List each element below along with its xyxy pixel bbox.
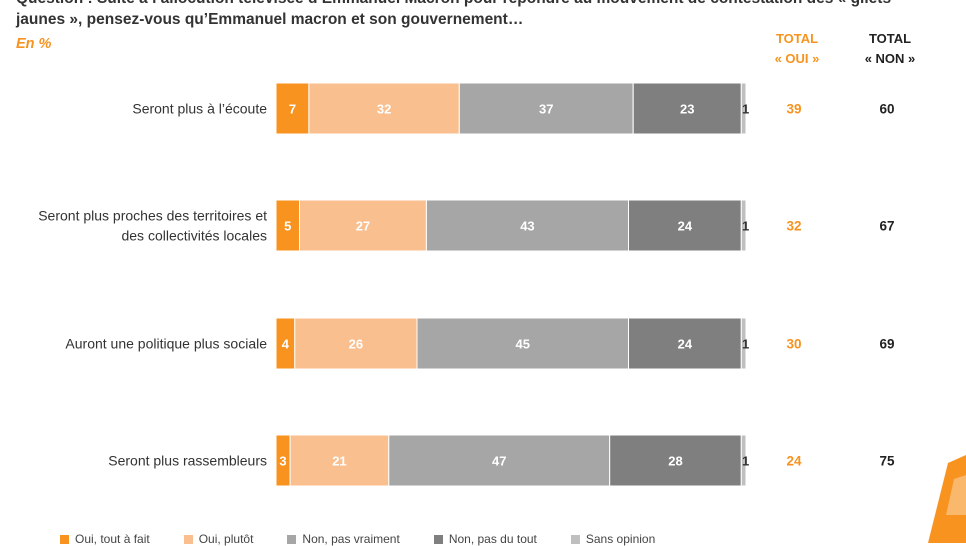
bar-segment [740,434,747,487]
total-non-value: 75 [879,454,895,469]
legend-label: Oui, plutôt [198,532,254,546]
brand-logo-shape [928,455,966,543]
bar-value-label: 26 [349,337,363,352]
total-non-value: 69 [879,337,894,352]
bar-value-label: 21 [332,454,346,469]
bar-segment [289,434,390,487]
legend-label: Sans opinion [585,532,656,546]
legend-label: Non, pas vraiment [302,532,400,546]
question-text: Question : Suite à l’allocution télévisé… [16,0,891,28]
total-non-value: 67 [879,219,894,234]
total-non-value: 60 [879,102,894,117]
total-oui-value: 32 [786,219,801,234]
bar-segment [609,434,742,487]
legend-label: Oui, tout à fait [75,532,150,546]
legend-item: Sans opinion [570,532,656,546]
bar-value-label: 28 [668,454,682,469]
bar-segment [740,199,747,252]
bar-segment [458,82,634,135]
chart-legend: Oui, tout à fait Oui, plutôt Non, pas vrai… [60,532,820,546]
bar-value-label: 24 [678,219,693,234]
bar-segment [416,317,629,370]
category-label: Seront plus à l’écoute [132,101,267,117]
bar-segment [425,199,629,252]
bar-value-label: 1 [742,454,749,469]
bar-value-label: 43 [520,219,534,234]
bar-value-label: 1 [742,337,749,352]
category-label: Auront une politique plus sociale [65,336,267,352]
bar-segment [628,199,742,252]
category-label: Seront plus rassembleurs [108,453,267,469]
legend-item: Non, pas vraiment [287,532,400,546]
legend-item: Non, pas du tout [433,532,537,546]
bar-value-label: 1 [742,102,749,117]
bar-segment [740,317,747,370]
total-non-header-line1: TOTAL [868,31,912,46]
category-label: Seront plus proches des territoires et de… [38,208,267,244]
bar-value-label: 45 [516,337,530,352]
bar-value-label: 4 [282,337,290,352]
total-non-header: TOTAL « NON » [850,29,930,69]
bar-value-label: 47 [492,454,506,469]
bar-segment [628,317,742,370]
total-oui-header-line1: TOTAL [775,31,819,46]
bar-value-label: 37 [539,102,553,117]
legend-item: Oui, plutôt [183,532,254,546]
legend-label: Non, pas du tout [448,532,537,546]
total-oui-value: 30 [786,337,801,352]
total-oui-header: TOTAL « OUI » [757,29,837,69]
bar-value-label: 23 [680,102,694,117]
legend-item: Oui, tout à fait [60,532,150,546]
bar-value-label: 27 [356,219,370,234]
total-oui-value: 39 [786,102,801,117]
legend-swatch [433,535,443,545]
total-oui-header-line2: « OUI » [774,51,820,66]
bar-value-label: 3 [279,454,286,469]
total-oui-value: 24 [786,454,802,469]
bar-value-label: 5 [284,219,291,234]
bar-value-label: 32 [377,102,391,117]
bar-segment [294,317,418,370]
bar-value-label: 7 [289,102,296,117]
bar-value-label: 1 [742,219,749,234]
bar-segment [388,434,611,487]
bar-segment [740,82,747,135]
legend-swatch [570,535,580,545]
bar-segment [632,82,742,135]
legend-swatch [287,535,297,545]
legend-swatch [183,535,193,545]
total-non-header-line2: « NON » [864,51,916,66]
bar-value-label: 24 [678,337,693,352]
unit-label: En % [16,36,52,52]
bar-segment [299,199,427,252]
legend-swatch [60,535,69,545]
